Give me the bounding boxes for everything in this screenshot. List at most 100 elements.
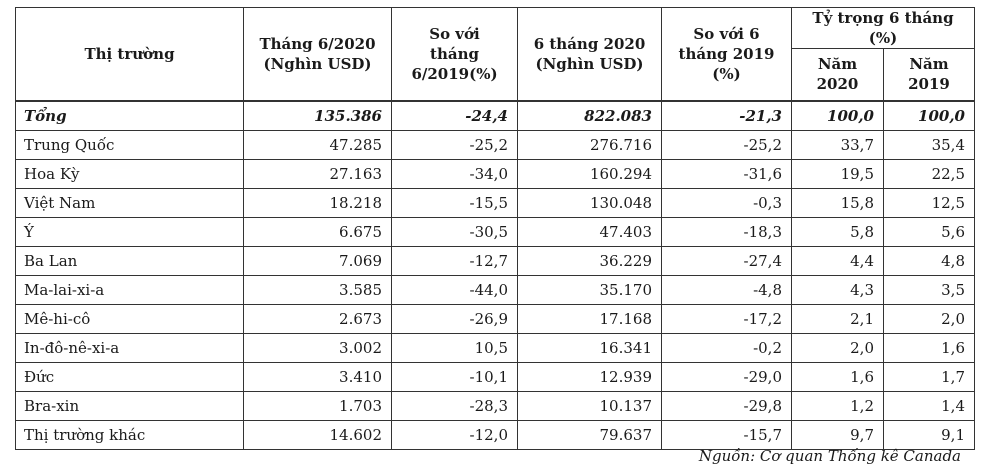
header-share-2019-line2: 2019 <box>908 75 950 94</box>
cell-share-2019: 100,0 <box>883 99 975 131</box>
cell-yoy-half: -25,2 <box>661 129 792 160</box>
cell-yoy-half: -15,7 <box>661 419 792 450</box>
cell-yoy-month: -44,0 <box>391 274 518 305</box>
table-row: Ma-lai-xi-a 3.585 -44,0 35.170 -4,8 4,3 3,5 <box>15 274 975 305</box>
cell-half-value: 12.939 <box>517 361 662 392</box>
cell-yoy-month: -34,0 <box>391 158 518 189</box>
cell-share-2019: 5,6 <box>883 216 975 247</box>
table-row: Ý 6.675 -30,5 47.403 -18,3 5,8 5,6 <box>15 216 975 247</box>
cell-yoy-month: -26,9 <box>391 303 518 334</box>
cell-month-value: 7.069 <box>243 245 392 276</box>
cell-yoy-half: -17,2 <box>661 303 792 334</box>
cell-yoy-month: -28,3 <box>391 390 518 421</box>
cell-yoy-month: -24,4 <box>391 99 518 131</box>
cell-yoy-half: -29,0 <box>661 361 792 392</box>
cell-yoy-half: -21,3 <box>661 99 792 131</box>
header-market: Thị trường <box>15 7 244 101</box>
cell-market: Ma-lai-xi-a <box>15 274 244 305</box>
header-yoy-month-line1: So với <box>429 24 480 43</box>
cell-yoy-half: -31,6 <box>661 158 792 189</box>
cell-market: Đức <box>15 361 244 392</box>
cell-month-value: 18.218 <box>243 187 392 218</box>
cell-yoy-month: -15,5 <box>391 187 518 218</box>
cell-yoy-month: -30,5 <box>391 216 518 247</box>
table-row: Bra-xin 1.703 -28,3 10.137 -29,8 1,2 1,4 <box>15 390 975 421</box>
cell-share-2020: 2,0 <box>791 332 884 363</box>
table-row: In-đô-nê-xi-a 3.002 10,5 16.341 -0,2 2,0 1,6 <box>15 332 975 363</box>
cell-share-2020: 15,8 <box>791 187 884 218</box>
cell-yoy-half: -18,3 <box>661 216 792 247</box>
cell-yoy-month: -12,0 <box>391 419 518 450</box>
header-yoy-month-line3: 6/2019(%) <box>411 64 498 83</box>
cell-share-2019: 1,6 <box>883 332 975 363</box>
cell-share-2019: 22,5 <box>883 158 975 189</box>
source-note: Nguồn: Cơ quan Thống kê Canada <box>698 447 961 465</box>
cell-market: In-đô-nê-xi-a <box>15 332 244 363</box>
cell-share-2020: 5,8 <box>791 216 884 247</box>
cell-share-2020: 9,7 <box>791 419 884 450</box>
header-share-2020-line2: 2020 <box>816 75 859 94</box>
table-row: Thị trường khác 14.602 -12,0 79.637 -15,7 9,7… <box>15 419 975 450</box>
cell-yoy-half: -0,2 <box>661 332 792 363</box>
header-half-value: 6 tháng 2020 (Nghìn USD) <box>517 7 662 101</box>
cell-month-value: 1.703 <box>243 390 392 421</box>
cell-share-2020: 19,5 <box>791 158 884 189</box>
cell-market: Bra-xin <box>15 390 244 421</box>
table-row: Đức 3.410 -10,1 12.939 -29,0 1,6 1,7 <box>15 361 975 392</box>
cell-month-value: 3.410 <box>243 361 392 392</box>
header-yoy-month: So với tháng 6/2019(%) <box>391 7 518 101</box>
table-row: Mê-hi-cô 2.673 -26,9 17.168 -17,2 2,1 2,0 <box>15 303 975 334</box>
cell-month-value: 6.675 <box>243 216 392 247</box>
cell-yoy-half: -4,8 <box>661 274 792 305</box>
cell-half-value: 276.716 <box>517 129 662 160</box>
header-share-2020-line1: Năm <box>817 55 858 74</box>
cell-share-2019: 2,0 <box>883 303 975 334</box>
cell-half-value: 36.229 <box>517 245 662 276</box>
header-share-2019: Năm 2019 <box>883 48 975 101</box>
header-share-2019-line1: Năm <box>909 55 949 74</box>
table-row: Ba Lan 7.069 -12,7 36.229 -27,4 4,4 4,8 <box>15 245 975 276</box>
cell-month-value: 27.163 <box>243 158 392 189</box>
header-half-line1: 6 tháng 2020 <box>533 34 646 53</box>
cell-share-2019: 1,4 <box>883 390 975 421</box>
cell-half-value: 10.137 <box>517 390 662 421</box>
cell-market: Mê-hi-cô <box>15 303 244 334</box>
cell-half-value: 160.294 <box>517 158 662 189</box>
header-yoy-month-line2: tháng <box>430 44 479 63</box>
cell-share-2020: 1,2 <box>791 390 884 421</box>
cell-market: Việt Nam <box>15 187 244 218</box>
cell-yoy-half: -29,8 <box>661 390 792 421</box>
cell-share-2020: 2,1 <box>791 303 884 334</box>
cell-share-2020: 33,7 <box>791 129 884 160</box>
cell-half-value: 130.048 <box>517 187 662 218</box>
cell-month-value: 3.002 <box>243 332 392 363</box>
cell-half-value: 47.403 <box>517 216 662 247</box>
cell-share-2019: 1,7 <box>883 361 975 392</box>
header-yoy-half: So với 6 tháng 2019 (%) <box>661 7 792 101</box>
cell-market: Ý <box>15 216 244 247</box>
cell-share-2020: 4,3 <box>791 274 884 305</box>
cell-yoy-month: -10,1 <box>391 361 518 392</box>
header-yoy-half-line1: So với 6 <box>693 24 760 43</box>
header-market-label: Thị trường <box>84 44 175 63</box>
cell-share-2019: 12,5 <box>883 187 975 218</box>
cell-half-value: 35.170 <box>517 274 662 305</box>
cell-yoy-month: -25,2 <box>391 129 518 160</box>
cell-month-value: 3.585 <box>243 274 392 305</box>
cell-half-value: 17.168 <box>517 303 662 334</box>
header-yoy-half-line3: (%) <box>712 64 741 83</box>
cell-share-2019: 9,1 <box>883 419 975 450</box>
cell-market: Thị trường khác <box>15 419 244 450</box>
cell-month-value: 2.673 <box>243 303 392 334</box>
header-share-2020: Năm 2020 <box>791 48 884 101</box>
cell-half-value: 16.341 <box>517 332 662 363</box>
header-month-value: Tháng 6/2020 (Nghìn USD) <box>243 7 392 101</box>
cell-yoy-month: -12,7 <box>391 245 518 276</box>
cell-market: Hoa Kỳ <box>15 158 244 189</box>
cell-yoy-half: -0,3 <box>661 187 792 218</box>
header-share-group: Tỷ trọng 6 tháng (%) <box>791 7 975 49</box>
cell-market: Tổng <box>15 99 244 131</box>
cell-share-2020: 1,6 <box>791 361 884 392</box>
header-share-group-label: Tỷ trọng 6 tháng (%) <box>812 9 954 47</box>
table-row: Hoa Kỳ 27.163 -34,0 160.294 -31,6 19,5 22,5 <box>15 158 975 189</box>
